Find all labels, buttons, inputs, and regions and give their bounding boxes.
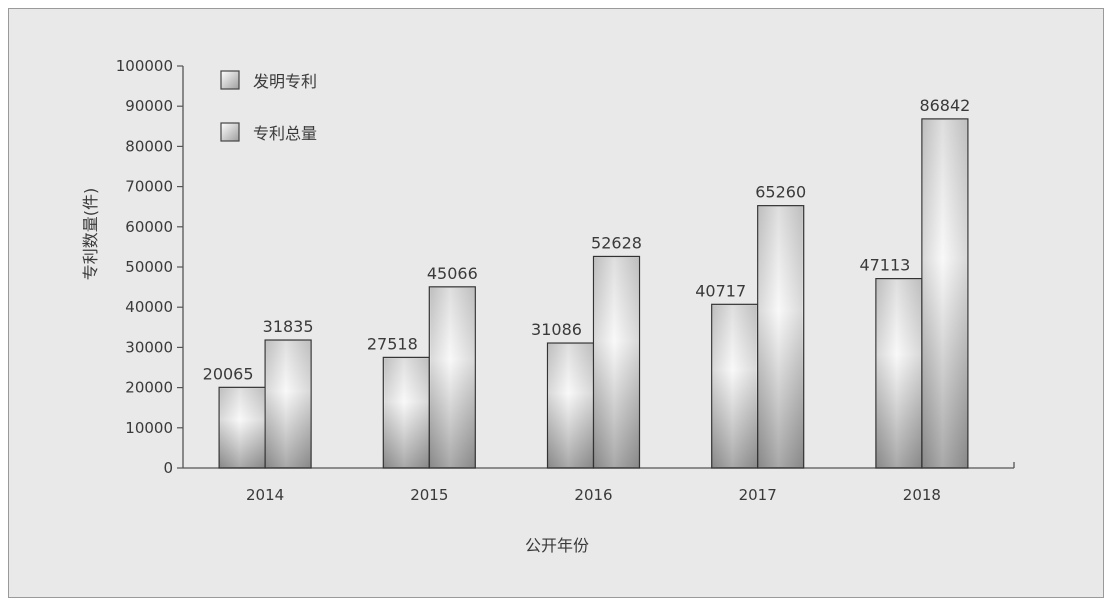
data-label-series-1: 45066 <box>427 264 478 283</box>
bar-shading <box>758 206 803 468</box>
y-tick-label: 30000 <box>125 338 173 356</box>
y-tick-label: 50000 <box>125 258 173 276</box>
data-label-series-0: 20065 <box>203 364 254 383</box>
y-axis-title: 专利数量(件) <box>81 188 100 281</box>
legend-item-series-0: 发明专利 <box>220 70 317 91</box>
bar-shading <box>876 279 921 467</box>
data-label-series-1: 52628 <box>591 233 642 252</box>
bar-shading <box>266 341 311 467</box>
x-tick-label: 2015 <box>410 486 448 504</box>
x-tick-label: 2018 <box>903 486 941 504</box>
legend-label-series-0: 发明专利 <box>253 72 317 91</box>
y-tick-label: 10000 <box>125 419 173 437</box>
x-tick-label: 2016 <box>574 486 612 504</box>
y-tick-label: 40000 <box>125 298 173 316</box>
bars-layer <box>218 118 969 469</box>
axes: 0 10000 20000 30000 40000 50000 60000 70000 8000… <box>116 57 1015 504</box>
x-axis-title: 公开年份 <box>525 536 589 555</box>
x-tick-label: 2017 <box>739 486 777 504</box>
data-label-series-0: 31086 <box>531 320 582 339</box>
bar-shading <box>384 358 429 467</box>
bar-shading <box>430 287 475 467</box>
y-tick-label: 70000 <box>125 178 173 196</box>
legend-swatch-series-1 <box>220 122 240 142</box>
bar-shading <box>548 344 593 467</box>
bar-shading <box>220 388 265 467</box>
data-label-series-1: 65260 <box>755 183 806 202</box>
legend: 发明专利 专利总量 <box>220 70 317 143</box>
y-tick-label: 0 <box>163 459 173 477</box>
data-label-series-0: 27518 <box>367 334 418 353</box>
bar-shading <box>922 119 967 468</box>
data-label-series-0: 40717 <box>695 281 746 300</box>
legend-label-series-1: 专利总量 <box>253 124 317 143</box>
bar-chart: 0 10000 20000 30000 40000 50000 60000 70000 8000… <box>81 57 1015 555</box>
y-tick-label: 100000 <box>116 57 173 75</box>
bar-shading <box>594 257 639 467</box>
y-tick-label: 80000 <box>125 137 173 155</box>
data-label-series-0: 47113 <box>859 256 910 275</box>
y-tick-label: 90000 <box>125 97 173 115</box>
data-labels-layer: 20065 31835 27518 45066 31086 52628 40717 65260… <box>203 96 971 383</box>
y-tick-label: 20000 <box>125 379 173 397</box>
bar-shading <box>712 305 757 467</box>
x-tick-label: 2014 <box>246 486 284 504</box>
chart-frame: 0 10000 20000 30000 40000 50000 60000 70000 8000… <box>8 8 1104 598</box>
y-tick-label: 60000 <box>125 218 173 236</box>
data-label-series-1: 31835 <box>263 317 314 336</box>
legend-item-series-1: 专利总量 <box>220 122 317 143</box>
legend-swatch-series-0 <box>220 70 240 90</box>
data-label-series-1: 86842 <box>919 96 970 115</box>
